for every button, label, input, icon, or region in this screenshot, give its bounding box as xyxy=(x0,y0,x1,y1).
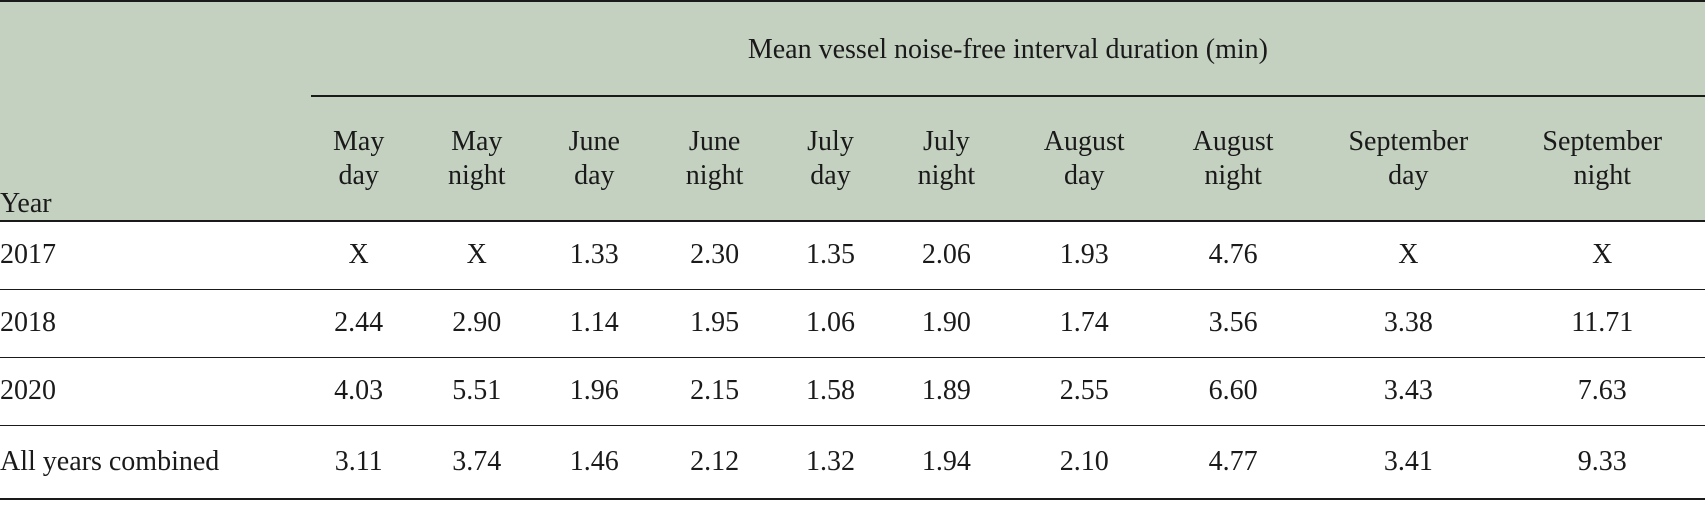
value-cell: 3.38 xyxy=(1383,307,1433,338)
value-cell: 1.93 xyxy=(1059,239,1109,271)
value-cell: 2.55 xyxy=(1059,375,1109,406)
value-cell: 3.11 xyxy=(334,445,383,477)
value-cell: 1.95 xyxy=(690,307,740,338)
column-header-period: night xyxy=(447,159,506,191)
column-header: August day xyxy=(1019,97,1149,221)
header-group-row: Year Mean vessel noise-free interval dur… xyxy=(0,1,1705,219)
value-cell: 4.76 xyxy=(1208,239,1258,271)
column-header-month: August xyxy=(1192,125,1274,157)
column-header: September day xyxy=(1317,97,1499,221)
column-header-period: day xyxy=(810,159,851,191)
column-header-month: June xyxy=(688,125,741,157)
value-cell: 1.35 xyxy=(805,239,855,271)
column-header-period: night xyxy=(1573,159,1632,191)
table-body: 2017 X X 1.33 2.30 1.35 2.06 1.93 4.76 X… xyxy=(0,221,1705,499)
column-header: July day xyxy=(788,97,874,221)
column-header-period: night xyxy=(1204,159,1262,191)
value-cell: 11.71 xyxy=(1571,307,1634,338)
column-header-month: August xyxy=(1043,125,1125,157)
year-cell: 2018 xyxy=(0,307,56,338)
value-cell: 2.90 xyxy=(452,307,502,338)
column-header: September night xyxy=(1500,97,1705,221)
column-header: May night xyxy=(406,97,547,221)
column-header: June night xyxy=(642,97,788,221)
column-header: May day xyxy=(311,97,407,221)
column-header-period: night xyxy=(917,159,976,191)
value-cell: 1.46 xyxy=(569,445,619,477)
column-header: August night xyxy=(1149,97,1317,221)
table-row: 2018 2.44 2.90 1.14 1.95 1.06 1.90 1.74 … xyxy=(0,289,1705,357)
table-row-total: All years combined 3.11 3.74 1.46 2.12 1… xyxy=(0,425,1705,499)
value-cell: 3.43 xyxy=(1383,375,1433,406)
value-cell: 3.74 xyxy=(452,445,502,477)
value-cell: 1.74 xyxy=(1059,307,1109,338)
value-cell: 1.96 xyxy=(569,375,619,406)
value-cell: 1.14 xyxy=(569,307,619,338)
value-cell: 2.10 xyxy=(1059,445,1109,477)
value-cell: 3.56 xyxy=(1208,307,1258,338)
value-cell: X xyxy=(348,239,369,271)
table-row: 2020 4.03 5.51 1.96 2.15 1.58 1.89 2.55 … xyxy=(0,357,1705,425)
column-header-month: June xyxy=(568,125,620,157)
value-cell: 1.33 xyxy=(569,239,619,271)
header-columns-row: May day May night June day June night July da… xyxy=(0,97,1705,221)
value-cell: 1.06 xyxy=(805,307,855,338)
value-cell: 1.94 xyxy=(921,445,971,477)
year-cell: 2020 xyxy=(0,375,56,406)
column-header-month: September xyxy=(1542,125,1663,157)
group-header-rule xyxy=(310,95,1705,97)
column-header-period: day xyxy=(574,159,615,191)
value-cell: 2.15 xyxy=(690,375,740,406)
group-header-label: Mean vessel noise-free interval duration… xyxy=(747,33,1269,65)
value-cell: 3.41 xyxy=(1383,445,1433,477)
value-cell: 7.63 xyxy=(1577,375,1627,406)
column-header-month: September xyxy=(1348,125,1469,157)
year-cell: 2017 xyxy=(0,239,56,271)
column-header-month: May xyxy=(451,125,503,157)
column-header-month: July xyxy=(807,125,854,157)
value-cell: X xyxy=(1592,239,1613,271)
value-cell: 1.58 xyxy=(805,375,855,406)
value-cell: 9.33 xyxy=(1577,445,1627,477)
value-cell: 4.77 xyxy=(1208,445,1258,477)
column-header-period: day xyxy=(338,159,379,191)
group-header: Mean vessel noise-free interval duration… xyxy=(310,1,1705,97)
value-cell: 1.90 xyxy=(921,307,971,338)
table-header: Year Mean vessel noise-free interval dur… xyxy=(0,1,1705,221)
year-column-header: Year xyxy=(0,188,52,219)
value-cell: 2.30 xyxy=(690,239,740,271)
value-cell: 5.51 xyxy=(452,375,502,406)
column-header-period: day xyxy=(1064,159,1105,191)
year-cell: All years combined xyxy=(0,445,220,477)
value-cell: 1.32 xyxy=(805,445,855,477)
column-header: July night xyxy=(873,97,1019,221)
value-cell: X xyxy=(466,239,487,271)
column-header-period: night xyxy=(685,159,744,191)
table-row: 2017 X X 1.33 2.30 1.35 2.06 1.93 4.76 X… xyxy=(0,221,1705,289)
value-cell: 1.89 xyxy=(921,375,971,406)
column-header-month: July xyxy=(923,125,970,157)
value-cell: 4.03 xyxy=(334,375,384,406)
column-header-month: May xyxy=(333,125,385,157)
column-header-period: day xyxy=(1388,159,1429,191)
column-header: June day xyxy=(547,97,641,221)
value-cell: 2.06 xyxy=(921,239,971,271)
value-cell: X xyxy=(1398,239,1419,271)
value-cell: 2.12 xyxy=(690,445,740,477)
value-cell: 6.60 xyxy=(1208,375,1258,406)
value-cell: 2.44 xyxy=(334,307,384,338)
